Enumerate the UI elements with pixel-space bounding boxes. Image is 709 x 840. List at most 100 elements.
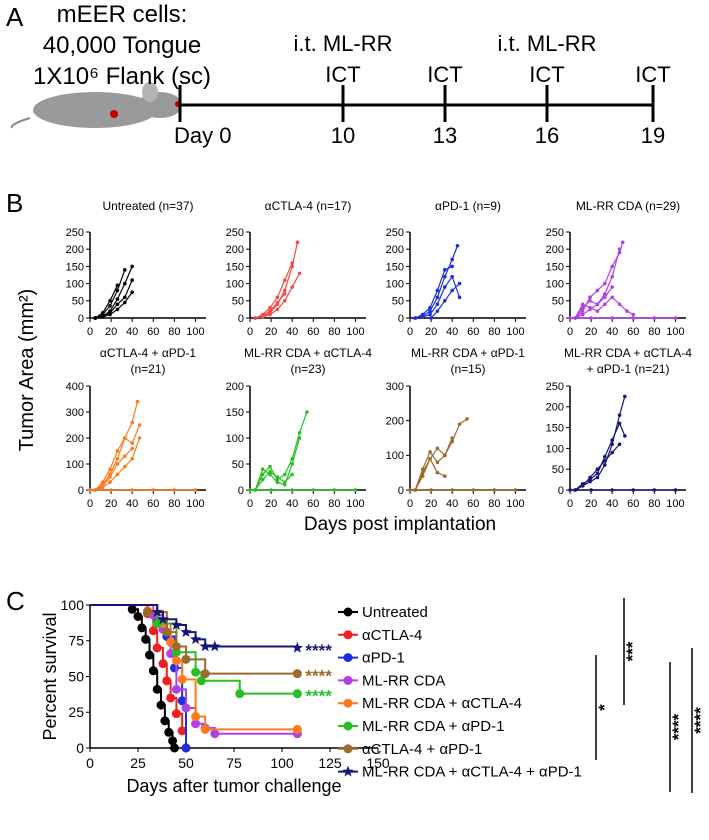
significance-label: ****	[305, 667, 332, 686]
tumor-point	[603, 281, 607, 286]
y-tick-label: 100	[61, 597, 85, 613]
x-tick-label: 80	[488, 498, 500, 510]
star-marker	[151, 606, 163, 617]
y-tick-label: 100	[226, 278, 244, 290]
star-marker	[170, 619, 183, 630]
tumor-point	[413, 316, 418, 320]
tumor-point	[297, 271, 302, 276]
tumor-point	[311, 488, 316, 492]
tumor-point	[595, 302, 600, 307]
y-tick-label: 25	[68, 704, 84, 720]
tumor-line	[94, 401, 139, 491]
y-tick-label: 200	[226, 381, 244, 393]
circle-marker	[156, 700, 166, 710]
tumor-point	[100, 485, 105, 490]
tumor-point	[455, 243, 460, 248]
circle-marker	[143, 607, 153, 617]
tumor-point	[151, 488, 156, 492]
x-tick-label: 0	[247, 326, 253, 338]
tumor-point	[290, 488, 294, 492]
circle-marker	[200, 724, 210, 734]
tumor-point	[408, 488, 412, 492]
tumor-point	[610, 295, 614, 300]
tumor-point	[290, 285, 294, 289]
tumor-point	[269, 488, 273, 492]
chart-title: + αPD-1 (n=21)	[587, 362, 670, 376]
tumor-point	[108, 299, 112, 303]
tumor-point	[620, 240, 625, 245]
legend-item: αPD-1	[338, 650, 405, 667]
x-tick-label: 20	[585, 498, 597, 510]
tumor-point	[588, 305, 592, 310]
y-tick-label: 150	[546, 261, 564, 273]
y-tick-label: 150	[546, 422, 564, 434]
tumor-point	[610, 264, 614, 269]
mouse	[10, 82, 182, 129]
circle-marker	[343, 607, 353, 617]
tumor-point	[283, 278, 287, 282]
tumor-point	[290, 472, 294, 477]
tumor-point	[617, 247, 622, 251]
tumor-point	[435, 288, 440, 293]
x-tick-label: 60	[627, 326, 639, 338]
tumor-point	[457, 295, 462, 300]
x-tick-label: 0	[407, 498, 413, 510]
x-tick-label: 60	[147, 498, 159, 510]
tumor-line	[415, 245, 459, 319]
y-tick-label: 0	[558, 485, 564, 497]
x-tick-label: 40	[126, 498, 138, 510]
timeline-label: 13	[433, 123, 457, 148]
tumor-line	[414, 418, 468, 491]
x-tick-label: 100	[506, 498, 524, 510]
x-tick-label: 100	[346, 326, 364, 338]
circle-marker	[137, 623, 147, 633]
tumor-point	[108, 480, 112, 485]
x-axis-label: Days post implantation	[304, 514, 496, 535]
y-tick-label: 0	[398, 485, 404, 497]
y-tick-label: 75	[68, 633, 84, 649]
x-tick-label: 125	[318, 755, 342, 771]
tumor-point	[283, 299, 287, 303]
tumor-point	[603, 302, 607, 307]
circle-marker	[343, 721, 353, 731]
tumor-point	[631, 316, 636, 320]
y-tick-label: 400	[66, 381, 84, 393]
tumor-point	[443, 274, 447, 279]
tumor-point	[108, 467, 112, 472]
panel-label: C	[6, 586, 25, 616]
tumor-point	[443, 474, 447, 478]
y-axis-label: Tumor Area (mm²)	[16, 289, 38, 452]
y-tick-label: 50	[68, 668, 84, 684]
tumor-point	[580, 302, 585, 307]
y-tick-label: 250	[546, 381, 564, 393]
tumor-point	[290, 261, 294, 265]
x-tick-label: 100	[666, 498, 684, 510]
y-tick-label: 200	[546, 244, 564, 256]
tumor-point	[568, 316, 572, 320]
circle-marker	[191, 712, 201, 722]
tumor-point	[610, 316, 614, 320]
circle-marker	[133, 611, 143, 621]
tumor-point	[588, 295, 592, 300]
tumor-point	[137, 423, 142, 427]
timeline-event: ICT	[635, 62, 670, 87]
circle-marker	[292, 669, 302, 679]
tumor-point	[123, 295, 127, 300]
tumor-point	[115, 302, 120, 307]
y-tick-label: 50	[232, 296, 244, 308]
chart-title: αCTLA-4 + αPD-1	[100, 346, 197, 360]
tumor-point	[268, 312, 272, 317]
y-tick-label: 50	[552, 464, 564, 476]
tumor-point	[450, 264, 454, 269]
tumor-point	[123, 464, 127, 469]
circle-marker	[210, 729, 220, 739]
tumor-point	[130, 441, 134, 446]
tumor-point	[109, 488, 113, 492]
tumor-point	[631, 488, 636, 492]
y-tick-label: 200	[226, 244, 244, 256]
x-tick-label: 80	[328, 326, 340, 338]
tumor-point	[283, 480, 287, 485]
tumor-point	[435, 470, 440, 475]
legend-item: Untreated	[338, 604, 428, 621]
legend-label: αPD-1	[362, 650, 405, 667]
